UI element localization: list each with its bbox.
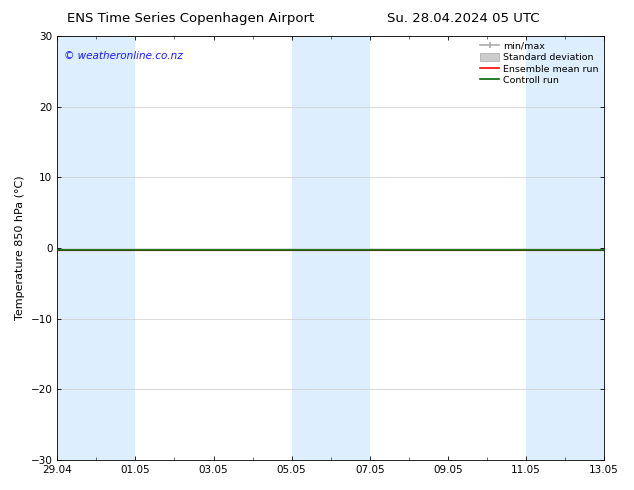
Bar (526, 36, 604, 460)
Bar (57, 36, 136, 460)
Text: © weatheronline.co.nz: © weatheronline.co.nz (64, 51, 183, 61)
Text: ENS Time Series Copenhagen Airport: ENS Time Series Copenhagen Airport (67, 12, 314, 25)
Legend: min/max, Standard deviation, Ensemble mean run, Controll run: min/max, Standard deviation, Ensemble me… (477, 39, 601, 88)
Text: Su. 28.04.2024 05 UTC: Su. 28.04.2024 05 UTC (387, 12, 539, 25)
Y-axis label: Temperature 850 hPa (°C): Temperature 850 hPa (°C) (15, 176, 25, 320)
Bar (292, 36, 370, 460)
